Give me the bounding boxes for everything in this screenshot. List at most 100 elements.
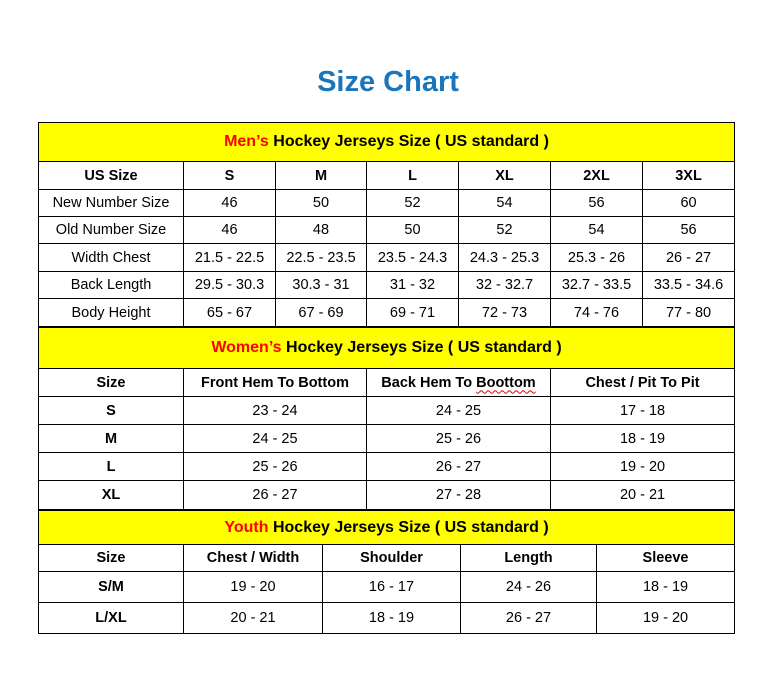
table-cell: 50	[366, 216, 459, 244]
table-cell: 54	[550, 216, 643, 244]
column-header: Front Hem To Bottom	[183, 368, 367, 397]
table-cell: 26 - 27	[183, 480, 367, 510]
table-row: New Number Size 46 50 52 54 56 60	[38, 189, 736, 217]
table-row: Width Chest 21.5 - 22.5 22.5 - 23.5 23.5 - …	[38, 243, 736, 272]
column-header: XL	[458, 161, 551, 190]
column-header: Chest / Pit To Pit	[549, 368, 736, 397]
spellcheck-word: Boottom	[476, 374, 536, 391]
size-chart: Men’s Hockey Jerseys Size ( US standard …	[37, 122, 736, 634]
table-cell: 16 - 17	[322, 571, 461, 603]
table-cell: 32 - 32.7	[458, 271, 551, 299]
mens-section-heading: Men’s Hockey Jerseys Size ( US standard …	[37, 122, 736, 162]
column-header-text: 2XL	[583, 167, 610, 184]
table-cell: 23.5 - 24.3	[366, 243, 459, 272]
column-header: M	[275, 161, 367, 190]
column-header-text: 3XL	[675, 167, 702, 184]
table-cell: 29.5 - 30.3	[183, 271, 276, 299]
row-label: New Number Size	[38, 189, 184, 217]
column-header-text: Chest / Width	[206, 550, 300, 566]
column-header: Chest / Width	[183, 544, 323, 572]
table-cell: 54	[458, 189, 551, 217]
table-cell: 23 - 24	[183, 396, 367, 425]
table-cell: 67 - 69	[275, 298, 367, 327]
row-label: L/XL	[38, 602, 184, 634]
table-row: XL 26 - 27 27 - 28 20 - 21	[38, 480, 736, 510]
table-cell: 19 - 20	[549, 452, 736, 481]
table-cell: 21.5 - 22.5	[183, 243, 276, 272]
column-header: Sleeve	[595, 544, 736, 572]
table-cell: 24 - 25	[183, 424, 367, 453]
table-row: Back Length 29.5 - 30.3 30.3 - 31 31 - 32 32…	[38, 271, 736, 299]
table-cell: 77 - 80	[641, 298, 736, 327]
column-header: Size	[38, 368, 184, 397]
column-header-text: Length	[504, 550, 553, 566]
table-row: M 24 - 25 25 - 26 18 - 19	[38, 424, 736, 453]
table-row: S/M 19 - 20 16 - 17 24 - 26 18 - 19	[38, 571, 736, 603]
youth-size-table: Youth Hockey Jerseys Size ( US standard …	[37, 510, 736, 634]
column-header-text: Front Hem To Bottom	[201, 374, 349, 391]
column-header: 3XL	[641, 161, 736, 190]
table-cell: 18 - 19	[549, 424, 736, 453]
table-cell: 56	[550, 189, 643, 217]
column-header: S	[183, 161, 276, 190]
column-header: US Size	[38, 161, 184, 190]
womens-section-heading: Women’s Hockey Jerseys Size ( US standar…	[37, 327, 736, 369]
table-row: S 23 - 24 24 - 25 17 - 18	[38, 396, 736, 425]
table-cell: 19 - 20	[595, 602, 736, 634]
heading-text: Hockey Jerseys Size ( US standard )	[281, 339, 562, 356]
table-row: L 25 - 26 26 - 27 19 - 20	[38, 452, 736, 481]
table-cell: 72 - 73	[458, 298, 551, 327]
table-cell: 26 - 27	[366, 452, 551, 481]
column-header-text: M	[314, 167, 328, 184]
row-label: M	[38, 424, 184, 453]
column-header-text: US Size	[84, 167, 138, 184]
table-cell: 22.5 - 23.5	[275, 243, 367, 272]
table-cell: 18 - 19	[322, 602, 461, 634]
column-header: Shoulder	[322, 544, 461, 572]
table-cell: 25 - 26	[366, 424, 551, 453]
womens-size-table: Women’s Hockey Jerseys Size ( US standar…	[37, 327, 736, 510]
table-cell: 31 - 32	[366, 271, 459, 299]
heading-text: Hockey Jerseys Size ( US standard )	[268, 133, 549, 150]
table-cell: 20 - 21	[549, 480, 736, 510]
heading-accent: Women’s	[211, 339, 282, 356]
column-header: L	[366, 161, 459, 190]
column-header: Length	[460, 544, 597, 572]
column-header: Size	[38, 544, 184, 572]
row-label: L	[38, 452, 184, 481]
heading-accent: Youth	[224, 518, 269, 536]
table-row: Body Height 65 - 67 67 - 69 69 - 71 72 - 73 7…	[38, 298, 736, 327]
table-cell: 18 - 19	[595, 571, 736, 603]
table-row: L/XL 20 - 21 18 - 19 26 - 27 19 - 20	[38, 602, 736, 634]
column-header-text: Size	[96, 550, 126, 566]
table-cell: 46	[183, 216, 276, 244]
table-cell: 46	[183, 189, 276, 217]
table-cell: 27 - 28	[366, 480, 551, 510]
heading-accent: Men’s	[224, 133, 269, 150]
table-cell: 19 - 20	[183, 571, 323, 603]
table-cell: 30.3 - 31	[275, 271, 367, 299]
table-cell: 26 - 27	[460, 602, 597, 634]
table-cell: 48	[275, 216, 367, 244]
table-cell: 33.5 - 34.6	[641, 271, 736, 299]
table-cell: 52	[366, 189, 459, 217]
heading-text: Hockey Jerseys Size ( US standard )	[268, 518, 549, 536]
table-cell: 60	[641, 189, 736, 217]
row-label: Old Number Size	[38, 216, 184, 244]
header-row: Size Chest / Width Shoulder Length Sleeve	[38, 544, 736, 572]
table-cell: 25.3 - 26	[550, 243, 643, 272]
row-label: Width Chest	[38, 243, 184, 272]
column-header: Back Hem To Boottom	[366, 368, 551, 397]
table-cell: 24.3 - 25.3	[458, 243, 551, 272]
column-header-text: Shoulder	[360, 550, 423, 566]
table-cell: 65 - 67	[183, 298, 276, 327]
table-cell: 17 - 18	[549, 396, 736, 425]
column-header: 2XL	[550, 161, 643, 190]
row-label: S	[38, 396, 184, 425]
table-cell: 24 - 26	[460, 571, 597, 603]
row-label: Body Height	[38, 298, 184, 327]
table-cell: 25 - 26	[183, 452, 367, 481]
table-cell: 50	[275, 189, 367, 217]
column-header-text: L	[408, 167, 417, 184]
table-cell: 24 - 25	[366, 396, 551, 425]
